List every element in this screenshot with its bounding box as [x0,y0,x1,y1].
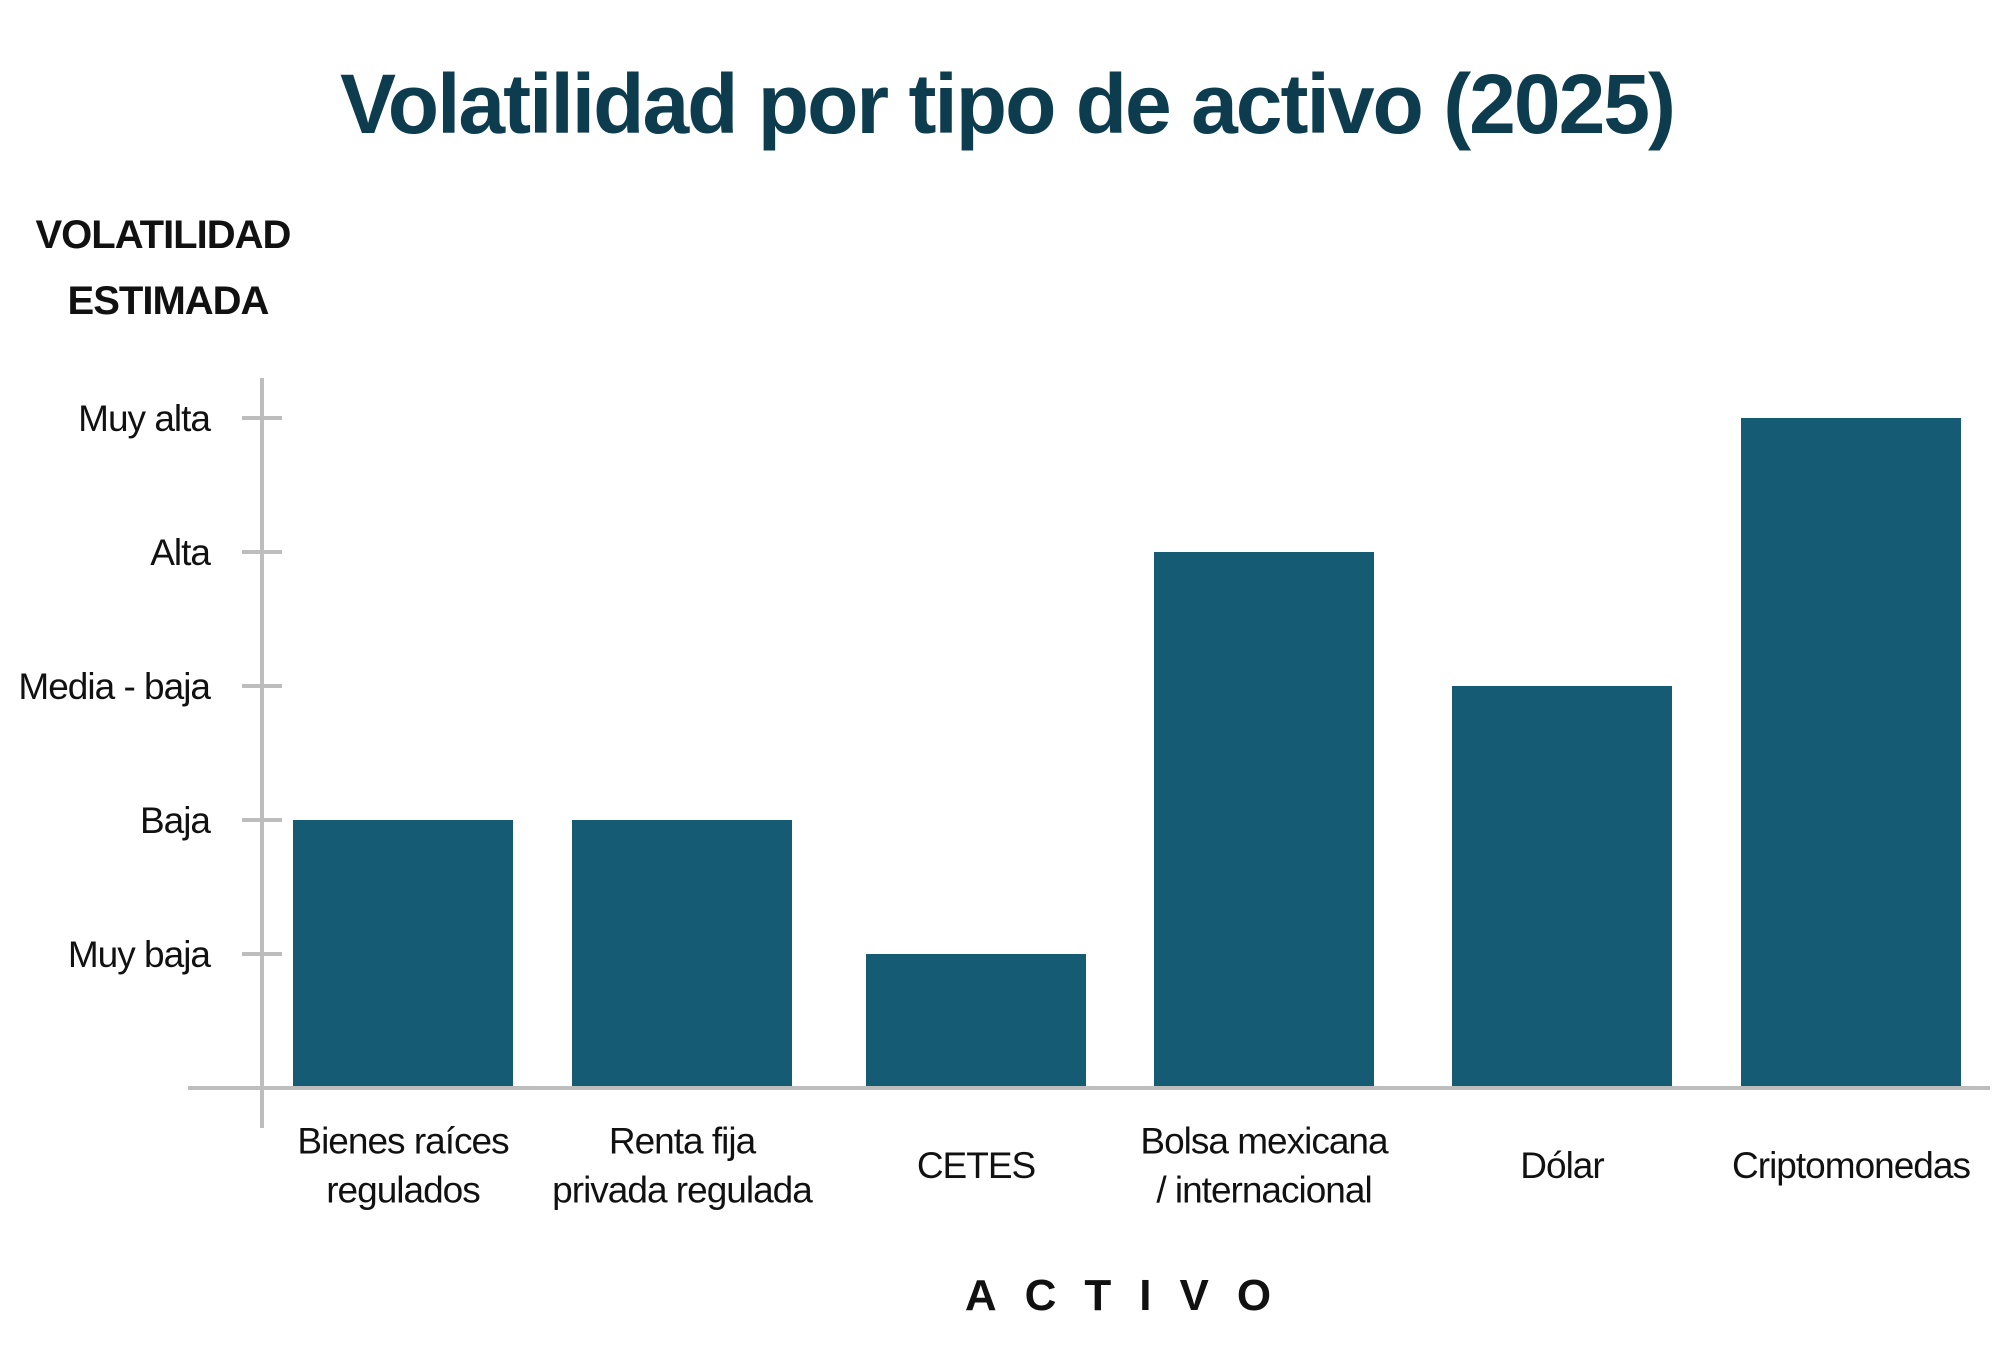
x-category-label-line: / internacional [1156,1170,1371,1211]
y-axis-ticks: Muy baja Baja Media - baja Alta Muy alta [18,398,282,975]
x-category-label: CETES [917,1145,1035,1186]
x-category-label: Renta fija privada regulada [552,1121,813,1211]
x-category-label: Bolsa mexicana / internacional [1140,1121,1389,1211]
bar [866,954,1086,1088]
y-axis-label-line-2: ESTIMADA [68,279,269,323]
y-tick-label: Media - baja [18,666,211,707]
x-category-label: Dólar [1520,1145,1604,1186]
x-category-label: Criptomonedas [1732,1145,1970,1186]
x-category-label-line: CETES [917,1145,1035,1186]
bar [1741,418,1961,1088]
x-category-label-line: regulados [326,1170,480,1211]
x-category-label-line: Renta fija [609,1121,757,1162]
chart-title: Volatilidad por tipo de activo (2025) [340,57,1674,151]
x-axis-label: ACTIVO [965,1271,1299,1320]
x-category-label-line: Criptomonedas [1732,1145,1970,1186]
x-category-label-line: Bienes raíces [297,1121,509,1162]
bar [1154,552,1374,1088]
y-tick-label: Baja [140,800,211,841]
y-tick-label: Muy baja [68,934,212,975]
y-axis-label-line-1: VOLATILIDAD [35,213,290,257]
x-category-label-line: privada regulada [552,1170,813,1211]
y-axis-label: VOLATILIDAD ESTIMADA [35,213,300,323]
bar [1452,686,1672,1088]
y-tick-label: Muy alta [78,398,211,439]
bar [293,820,513,1088]
bars [293,418,1961,1088]
x-category-label-line: Dólar [1520,1145,1604,1186]
y-tick-label: Alta [150,532,211,573]
x-category-label-line: Bolsa mexicana [1140,1121,1389,1162]
bar [572,820,792,1088]
x-axis-categories: Bienes raíces regulados Renta fija privada … [297,1121,1971,1211]
x-category-label: Bienes raíces regulados [297,1121,509,1211]
